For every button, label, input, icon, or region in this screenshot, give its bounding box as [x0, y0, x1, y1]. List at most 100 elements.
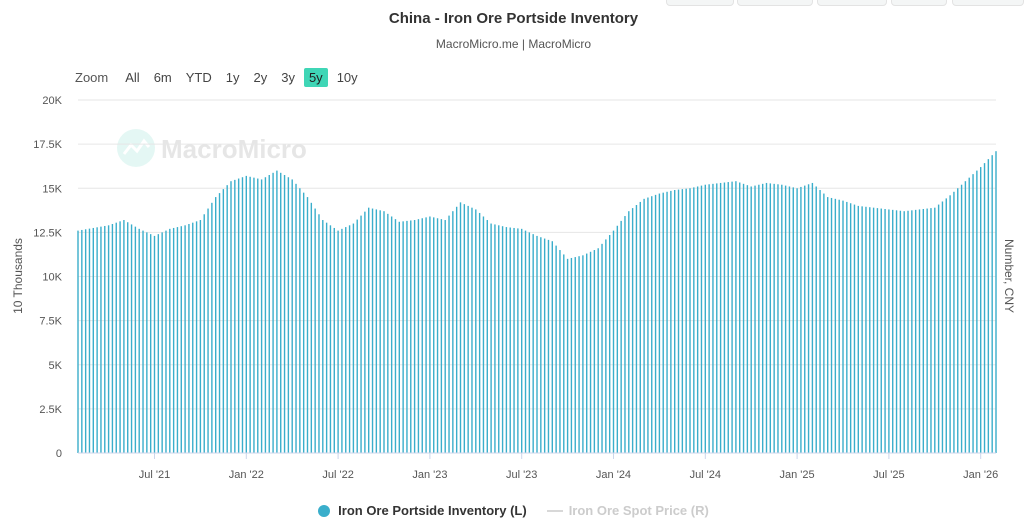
top-tab[interactable] — [952, 0, 1024, 6]
inventory-bar — [299, 188, 301, 453]
inventory-bar — [570, 257, 573, 453]
inventory-bar — [784, 185, 787, 453]
inventory-bar — [134, 226, 137, 453]
x-tick-label: Jan '23 — [412, 469, 447, 481]
inventory-bar — [704, 184, 706, 453]
inventory-bar — [161, 232, 163, 454]
range-button-ytd[interactable]: YTD — [185, 69, 212, 85]
y-tick-label: 5K — [49, 360, 63, 372]
inventory-bar — [777, 184, 779, 453]
inventory-bar — [253, 177, 255, 453]
inventory-bar — [670, 190, 672, 453]
inventory-bar — [532, 234, 534, 453]
legend-item-spot-price[interactable]: Iron Ore Spot Price (R) — [546, 503, 709, 518]
inventory-bar — [352, 223, 355, 453]
top-tab[interactable] — [737, 0, 813, 6]
legend: Iron Ore Portside Inventory (L) Iron Ore… — [0, 503, 1027, 518]
top-tab[interactable] — [817, 0, 887, 6]
inventory-bar — [77, 230, 79, 453]
inventory-bar — [475, 209, 477, 453]
inventory-bar — [153, 235, 156, 453]
inventory-bar — [761, 183, 764, 453]
inventory-bar — [410, 220, 412, 453]
inventory-bar — [203, 214, 205, 453]
inventory-bar — [685, 188, 687, 453]
inventory-bar — [884, 208, 886, 453]
chart-svg: MacroMicro 0 2.5K 5K 7.5K 10K 12.5K 15K 17.5K 20… — [11, 95, 1016, 481]
inventory-bar — [815, 186, 817, 454]
range-button-5y[interactable]: 5y — [303, 67, 328, 87]
inventory-bar — [283, 175, 286, 453]
range-button-1y[interactable]: 1y — [225, 69, 240, 85]
inventory-bar — [853, 204, 856, 453]
inventory-bar — [268, 175, 270, 453]
inventory-bar — [559, 250, 561, 453]
inventory-bar — [100, 226, 102, 453]
inventory-bar — [739, 182, 741, 453]
bar-series — [77, 151, 997, 454]
inventory-bar — [505, 227, 508, 453]
inventory-bar — [322, 220, 324, 453]
inventory-bar — [371, 208, 374, 453]
inventory-bar — [628, 211, 630, 453]
inventory-bar — [192, 222, 194, 453]
inventory-bar — [582, 255, 584, 453]
inventory-bar — [773, 183, 775, 453]
inventory-bar — [471, 207, 473, 453]
inventory-bar — [142, 230, 144, 453]
x-tick-label: Jul '25 — [873, 469, 904, 481]
inventory-bar — [440, 219, 443, 453]
inventory-bar — [597, 248, 599, 453]
inventory-bar — [413, 220, 416, 453]
inventory-bar — [157, 234, 160, 453]
inventory-bar — [337, 230, 339, 453]
inventory-bar — [429, 216, 431, 453]
inventory-bar — [486, 220, 488, 453]
legend-label: Iron Ore Portside Inventory (L) — [338, 503, 527, 518]
inventory-bar — [574, 257, 576, 453]
inventory-bar — [138, 228, 140, 453]
inventory-bar — [123, 220, 125, 453]
inventory-bar — [111, 223, 114, 453]
inventory-bar — [513, 227, 515, 453]
inventory-bar — [375, 209, 378, 453]
y-tick-label: 7.5K — [39, 316, 62, 328]
range-button-all[interactable]: All — [125, 69, 140, 85]
inventory-bar — [521, 228, 523, 453]
inventory-bar — [677, 189, 680, 453]
inventory-bar — [964, 181, 967, 453]
inventory-bar — [723, 182, 726, 453]
inventory-bar — [903, 211, 905, 453]
range-button-10y[interactable]: 10y — [336, 69, 358, 85]
range-button-6m[interactable]: 6m — [153, 69, 172, 85]
inventory-bar — [869, 207, 871, 453]
inventory-bar — [329, 225, 332, 453]
top-tab[interactable] — [666, 0, 734, 6]
inventory-bar — [830, 197, 833, 453]
y-tick-label: 10K — [42, 272, 62, 284]
inventory-bar — [563, 254, 565, 453]
inventory-bar — [620, 220, 622, 453]
inventory-bar — [276, 170, 278, 453]
inventory-bar — [448, 215, 450, 453]
inventory-bar — [452, 211, 454, 453]
top-tab[interactable] — [891, 0, 947, 6]
range-button-3y[interactable]: 3y — [281, 69, 295, 85]
inventory-bar — [490, 223, 492, 453]
inventory-bar — [92, 227, 94, 453]
y-tick-label: 20K — [42, 95, 62, 107]
inventory-bar — [180, 226, 182, 453]
inventory-bar — [911, 210, 913, 453]
inventory-bar — [983, 163, 986, 453]
inventory-bar — [119, 221, 121, 453]
inventory-bar — [593, 250, 596, 453]
inventory-bar — [498, 225, 500, 453]
range-button-2y[interactable]: 2y — [253, 69, 268, 85]
inventory-bar — [639, 201, 641, 453]
y-tick-label: 0 — [56, 448, 62, 460]
inventory-bar — [876, 208, 879, 453]
legend-item-inventory[interactable]: Iron Ore Portside Inventory (L) — [318, 503, 527, 518]
inventory-bar — [888, 209, 890, 453]
inventory-bar — [708, 184, 710, 453]
inventory-bar — [333, 227, 335, 453]
